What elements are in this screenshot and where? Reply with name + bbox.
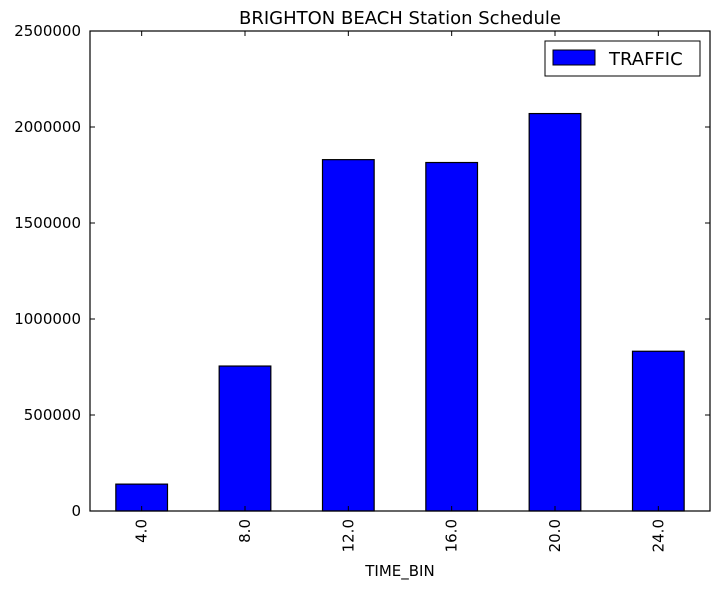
y-tick-label: 2500000 [14,22,81,40]
x-axis-label: TIME_BIN [364,562,434,581]
legend-swatch-traffic [552,49,596,66]
x-tick-label: 16.0 [443,519,461,552]
x-tick-label: 24.0 [649,519,667,552]
bar-12.0 [321,159,375,512]
chart-title: BRIGHTON BEACH Station Schedule [239,8,561,29]
x-tick-label: 12.0 [339,519,357,552]
y-tick-label: 500000 [24,406,81,424]
bar-16.0 [425,161,479,512]
bar-20.0 [528,112,582,512]
y-tick-label: 1500000 [14,214,81,232]
y-tick-label: 1000000 [14,310,81,328]
y-tick-label: 2000000 [14,118,81,136]
legend: TRAFFIC [544,40,701,77]
x-tick-label: 8.0 [236,519,254,543]
y-tick-label: 0 [71,502,81,520]
bar-24.0 [631,350,685,512]
bar-8.0 [218,365,272,512]
legend-label-traffic: TRAFFIC [608,49,683,70]
x-tick-label: 4.0 [133,519,151,543]
bars-layer [115,112,685,512]
x-tick-label: 20.0 [546,519,564,552]
plot-frame [89,30,711,512]
ticks-layer: 4.0 8.0 12.0 16.0 20.0 24.0 0 500000 1000000 1500… [14,22,710,552]
